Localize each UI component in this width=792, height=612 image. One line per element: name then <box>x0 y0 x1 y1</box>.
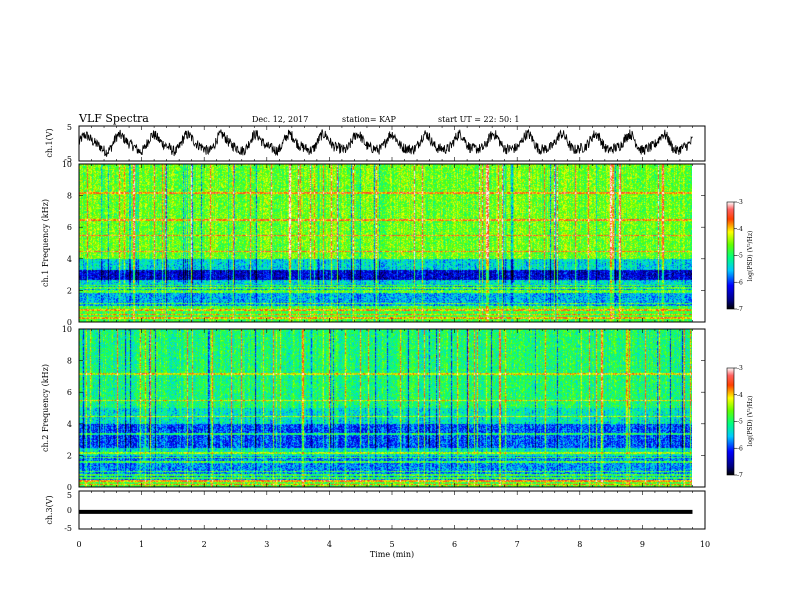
ytick-label: 6 <box>67 388 72 397</box>
ytick-label: 10 <box>62 160 72 169</box>
ch1-ytick-bottom: -5 <box>64 155 72 164</box>
time-tick-label: 8 <box>577 540 582 549</box>
ch1-colorbar: -3 -4 -5 -6 -7 log(PSD) (V²/Hz) <box>726 199 754 313</box>
header-station: station= KAP <box>342 115 397 124</box>
time-tick-label: 10 <box>700 540 710 549</box>
ch1-spectrogram-yticks: 0 2 4 6 8 10 <box>62 160 705 327</box>
ch2-spectrogram-yticks: 0 2 4 6 8 10 <box>62 325 705 492</box>
time-tick-label: 6 <box>452 540 457 549</box>
colorbar-tick-label: -5 <box>737 253 743 260</box>
spectrogram-raster <box>79 164 692 322</box>
ytick-label: 4 <box>67 255 72 264</box>
ch1-waveform-ylabel: ch.1(V) <box>45 128 54 157</box>
colorbar-tick-label: -5 <box>737 419 743 426</box>
ch3-ytick-bottom: -5 <box>64 524 72 533</box>
ch3-ytick-top: 5 <box>67 491 72 500</box>
spectrogram-raster <box>79 329 692 487</box>
ytick-label: 0 <box>67 318 72 327</box>
time-axis-tick-labels: 0 1 2 3 4 5 6 7 8 9 10 <box>76 540 710 549</box>
ch1-ytick-top: 5 <box>67 123 72 132</box>
ch2-colorbar-label: log(PSD) (V²/Hz) <box>747 396 754 447</box>
ch1-colorbar-label: log(PSD) (V²/Hz) <box>747 231 754 282</box>
header-start-time: start UT = 22: 50: 1 <box>438 115 519 124</box>
time-tick-label: 9 <box>640 540 645 549</box>
ch2-colorbar: -3 -4 -5 -6 -7 log(PSD) (V²/Hz) <box>726 365 754 479</box>
ytick-label: 0 <box>67 483 72 492</box>
ytick-label: 6 <box>67 223 72 232</box>
colorbar-tick-label: -3 <box>737 365 743 372</box>
ch3-waveform-panel: 5 0 -5 ch.3(V) <box>45 490 706 533</box>
colorbar-tick-label: -7 <box>737 306 743 313</box>
colorbar-tick-label: -4 <box>737 226 743 233</box>
time-axis-label: Time (min) <box>370 550 414 559</box>
colorbar-tick-label: -3 <box>737 199 743 206</box>
ch3-ytick-mid: 0 <box>67 506 72 515</box>
ch2-spectrogram-xticks <box>78 329 706 487</box>
ch1-waveform-xticks <box>78 126 706 161</box>
colorbar-tick-label: -6 <box>737 445 743 452</box>
ytick-label: 2 <box>67 286 72 295</box>
ch2-colorbar-gradient <box>726 367 735 476</box>
ch2-spectrogram-panel: 0 2 4 6 8 10 ch.2 Frequency (kHz) <box>41 325 706 492</box>
colorbar-tick-label: -7 <box>737 472 743 479</box>
ch1-waveform-panel: 5 -5 ch.1(V) <box>45 123 706 164</box>
colorbar-tick-label: -4 <box>737 392 743 399</box>
ch2-spectrogram-ylabel: ch.2 Frequency (kHz) <box>41 364 50 452</box>
ytick-label: 10 <box>62 325 72 334</box>
figure-title: VLF Spectra <box>78 112 149 125</box>
ytick-label: 8 <box>67 357 72 366</box>
time-tick-label: 2 <box>202 540 207 549</box>
ch1-colorbar-ticks: -3 -4 -5 -6 -7 <box>734 199 743 313</box>
ch3-waveform-xticks <box>78 491 706 529</box>
time-tick-label: 1 <box>139 540 144 549</box>
ch1-spectrogram-image <box>79 164 692 322</box>
time-tick-label: 3 <box>264 540 269 549</box>
ch2-colorbar-ticks: -3 -4 -5 -6 -7 <box>734 365 743 479</box>
time-tick-label: 0 <box>76 540 81 549</box>
ytick-label: 4 <box>67 420 72 429</box>
time-tick-label: 7 <box>515 540 520 549</box>
colorbar-tick-label: -6 <box>737 279 743 286</box>
ytick-label: 2 <box>67 451 72 460</box>
ch1-waveform-frame <box>78 125 706 162</box>
ytick-label: 8 <box>67 192 72 201</box>
ch3-waveform-ylabel: ch.3(V) <box>45 495 54 524</box>
time-tick-label: 5 <box>389 540 394 549</box>
ch1-spectrogram-panel: 0 2 4 6 8 10 ch.1 Frequency (kHz) <box>41 160 706 327</box>
time-tick-label: 4 <box>327 540 332 549</box>
ch1-spectrogram-xticks <box>78 164 706 322</box>
ch1-spectrogram-ylabel: ch.1 Frequency (kHz) <box>41 199 50 287</box>
ch1-colorbar-gradient <box>726 201 735 310</box>
ch1-waveform-line <box>78 128 693 157</box>
ch2-spectrogram-image <box>79 329 692 487</box>
header-date: Dec. 12, 2017 <box>252 115 308 124</box>
